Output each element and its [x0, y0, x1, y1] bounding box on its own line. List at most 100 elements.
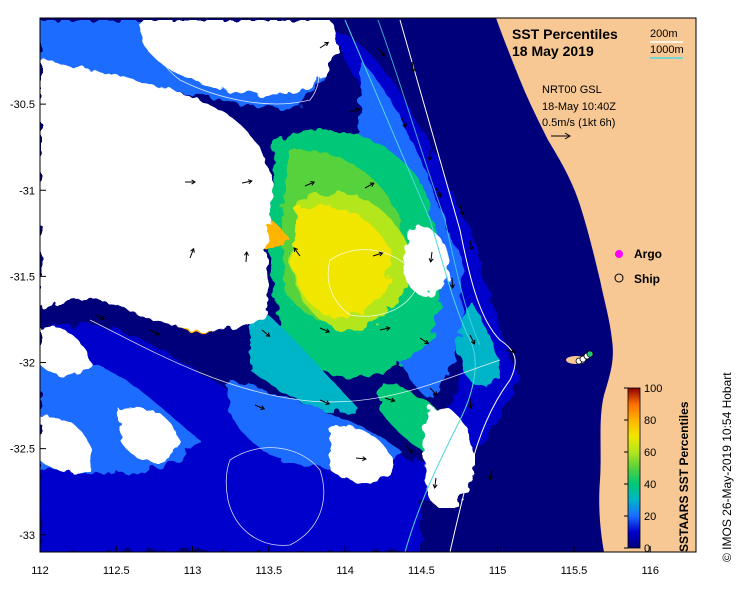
current-arrow	[293, 247, 301, 257]
product-label: NRT00 GSL	[542, 84, 602, 96]
current-arrowhead	[390, 397, 396, 403]
colorbar-title: SSTAARS SST Percentiles	[677, 401, 691, 552]
current-arrowhead	[362, 456, 367, 462]
current-arrow	[94, 314, 105, 320]
colorbar-tick-label: 80	[644, 415, 656, 427]
open-circle-icon	[614, 273, 624, 283]
y-tick-label: -31.5	[10, 271, 35, 283]
current-arrow	[349, 108, 360, 113]
current-vectors	[94, 41, 516, 489]
current-arrow	[241, 180, 252, 184]
time-label: 18-May 10:40Z	[542, 101, 616, 113]
current-arrowhead	[488, 475, 493, 481]
current-arrow	[419, 337, 429, 345]
current-arrow	[469, 239, 473, 250]
current-arrow	[377, 47, 385, 57]
current-arrow	[379, 327, 390, 331]
map-date: 18 May 2019	[512, 43, 594, 59]
argo-label: Argo	[634, 247, 662, 261]
current-arrow	[355, 457, 367, 460]
current-arrowhead	[191, 179, 196, 185]
current-arrow	[304, 181, 315, 187]
land-mass	[496, 18, 696, 552]
current-arrow	[401, 117, 407, 128]
current-arrowhead	[324, 41, 330, 47]
current-arrowhead	[243, 251, 249, 256]
magenta-circle-icon	[615, 250, 623, 258]
colorbar-tick-label: 60	[644, 447, 656, 459]
current-arrowhead	[449, 284, 455, 289]
current-arrowhead	[467, 404, 473, 409]
current-arrow	[430, 251, 433, 262]
current-arrow	[319, 41, 329, 49]
x-tick-label: 113	[184, 565, 202, 577]
current-arrow	[261, 329, 270, 337]
isobath-200m-label: 200m	[650, 28, 678, 40]
isobath-1000m-label: 1000m	[650, 44, 684, 56]
speed-scale-label: 0.5m/s (1kt 6h)	[542, 117, 615, 129]
current-arrow	[469, 397, 472, 409]
plot-area	[40, 18, 696, 552]
current-arrowhead	[459, 210, 465, 216]
current-arrow	[149, 329, 160, 336]
current-arrowhead	[424, 339, 430, 345]
x-tick-label: 112	[31, 565, 49, 577]
current-arrow	[189, 248, 195, 259]
current-arrowhead	[385, 326, 391, 332]
argo-float	[587, 351, 593, 357]
current-arrow	[319, 327, 330, 333]
current-arrowhead	[100, 315, 106, 320]
x-tick-label: 114.5	[408, 565, 435, 577]
ship-label: Ship	[634, 272, 660, 286]
current-arrowhead	[468, 245, 474, 251]
colorbar-tick-label: 0	[644, 543, 650, 555]
current-arrow	[469, 334, 475, 345]
scale-arrow-icon	[551, 132, 571, 140]
current-arrow	[434, 477, 437, 488]
current-arrowhead	[408, 448, 413, 454]
current-arrow	[411, 61, 415, 72]
y-tick-label: -33	[19, 530, 35, 542]
y-tick-label: -31	[19, 185, 35, 197]
current-arrowhead	[380, 51, 385, 57]
colorbar-tick-label: 40	[644, 479, 656, 491]
current-arrowhead	[325, 328, 331, 333]
x-tick-label: 113.5	[255, 565, 282, 577]
current-arrow	[429, 387, 438, 396]
x-tick-label: 114	[336, 565, 354, 577]
current-arrowhead	[325, 400, 331, 405]
plot-frame	[39, 17, 697, 553]
current-arrow	[489, 469, 493, 480]
current-arrow	[384, 397, 395, 402]
current-arrow	[405, 444, 413, 454]
current-arrowhead	[355, 107, 361, 113]
x-axis: 112 112.5 113 113.5 114 114.5 115 115.5 116	[31, 546, 659, 577]
x-tick-label: 115	[489, 565, 507, 577]
isobath-200m	[399, 19, 516, 552]
current-arrowhead	[378, 251, 384, 257]
current-arrowhead	[247, 179, 253, 185]
current-arrowhead	[190, 247, 195, 253]
current-arrowhead	[293, 247, 298, 252]
current-arrowhead	[154, 331, 160, 336]
current-arrow	[245, 251, 248, 263]
current-arrow	[451, 277, 454, 289]
current-arrow	[459, 204, 464, 215]
current-arrow	[254, 404, 265, 410]
y-tick-label: -32.5	[10, 444, 35, 456]
y-axis: -30.5 -31 -31.5 -32 -32.5 -33	[10, 99, 46, 542]
credit-text: © IMOS 26-May-2019 10:54 Hobart	[720, 372, 734, 562]
y-tick-label: -30.5	[10, 99, 35, 111]
x-tick-label: 112.5	[103, 565, 130, 577]
map-title: SST Percentiles	[512, 26, 618, 42]
current-arrow	[364, 182, 375, 189]
current-arrowhead	[432, 391, 438, 396]
current-arrowhead	[265, 332, 271, 338]
colorbar-tick-label: 20	[644, 511, 656, 523]
current-arrow	[504, 349, 515, 353]
y-tick-label: -32	[19, 358, 35, 370]
current-arrowhead	[369, 182, 375, 187]
colorbar	[627, 387, 641, 549]
isobath-1000m	[344, 19, 476, 552]
